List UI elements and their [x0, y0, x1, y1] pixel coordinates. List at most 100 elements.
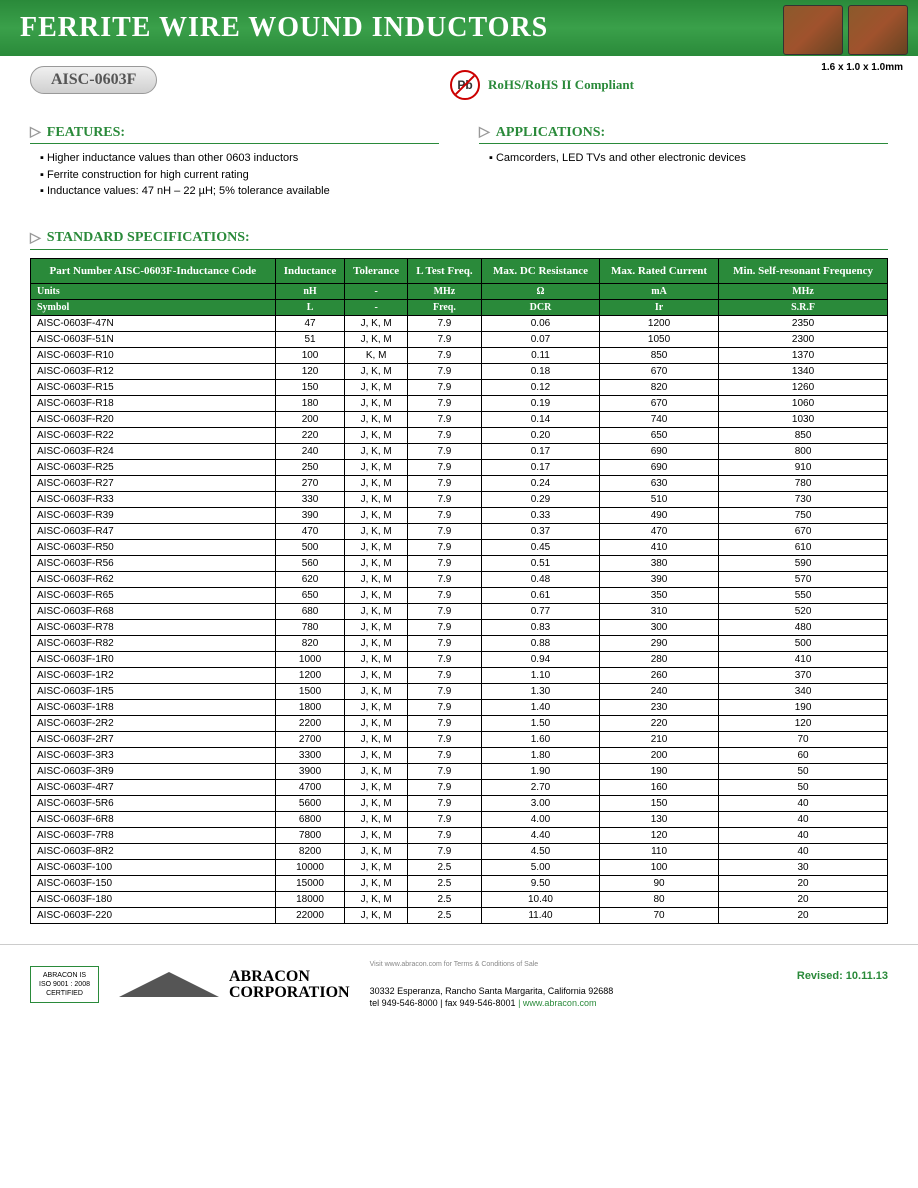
table-cell: 7.9 [407, 635, 481, 651]
table-cell: 820 [599, 379, 718, 395]
table-cell: 1500 [275, 683, 345, 699]
table-row: AISC-0603F-R47470J, K, M7.90.37470670 [31, 523, 888, 539]
table-cell: 7.9 [407, 555, 481, 571]
table-row: AISC-0603F-R39390J, K, M7.90.33490750 [31, 507, 888, 523]
table-cell: 1050 [599, 331, 718, 347]
table-cell: 7.9 [407, 395, 481, 411]
footer-contact: Visit www.abracon.com for Terms & Condit… [370, 960, 888, 1010]
table-cell: 260 [599, 667, 718, 683]
table-cell: 1800 [275, 699, 345, 715]
symbol-cell: - [345, 299, 407, 315]
table-cell: 100 [599, 859, 718, 875]
table-cell: 0.07 [481, 331, 599, 347]
table-row: AISC-0603F-51N51J, K, M7.90.0710502300 [31, 331, 888, 347]
table-cell: 390 [275, 507, 345, 523]
table-cell: 1.30 [481, 683, 599, 699]
unit-cell: MHz [407, 283, 481, 299]
table-cell: AISC-0603F-R62 [31, 571, 276, 587]
table-cell: 690 [599, 459, 718, 475]
features-heading: ▷ FEATURES: [30, 124, 439, 144]
table-cell: 7.9 [407, 443, 481, 459]
table-cell: 130 [599, 811, 718, 827]
table-cell: 10000 [275, 859, 345, 875]
table-cell: 7.9 [407, 603, 481, 619]
table-cell: 80 [599, 891, 718, 907]
table-cell: J, K, M [345, 715, 407, 731]
table-cell: J, K, M [345, 459, 407, 475]
features-list: Higher inductance values than other 0603… [30, 150, 439, 200]
table-cell: AISC-0603F-1R2 [31, 667, 276, 683]
table-cell: 2.70 [481, 779, 599, 795]
table-cell: 3300 [275, 747, 345, 763]
table-cell: AISC-0603F-51N [31, 331, 276, 347]
table-cell: 670 [599, 363, 718, 379]
company-name: CORPORATION [229, 985, 350, 1001]
table-row: AISC-0603F-R24240J, K, M7.90.17690800 [31, 443, 888, 459]
table-cell: 7.9 [407, 731, 481, 747]
page-title: FERRITE WIRE WOUND INDUCTORS [20, 12, 548, 43]
table-cell: 270 [275, 475, 345, 491]
table-row: AISC-0603F-2R22200J, K, M7.91.50220120 [31, 715, 888, 731]
table-cell: 70 [599, 907, 718, 923]
table-cell: J, K, M [345, 523, 407, 539]
table-cell: 7.9 [407, 651, 481, 667]
table-row: AISC-0603F-18018000J, K, M2.510.408020 [31, 891, 888, 907]
table-cell: 30 [719, 859, 888, 875]
table-row: AISC-0603F-6R86800J, K, M7.94.0013040 [31, 811, 888, 827]
footer-web: | www.abracon.com [518, 998, 596, 1008]
table-cell: 1.40 [481, 699, 599, 715]
table-cell: 110 [599, 843, 718, 859]
table-cell: 7.9 [407, 459, 481, 475]
table-row: AISC-0603F-15015000J, K, M2.59.509020 [31, 875, 888, 891]
page-footer: ABRACON IS ISO 9001 : 2008 CERTIFIED ABR… [0, 944, 918, 1025]
table-cell: 650 [599, 427, 718, 443]
table-cell: 280 [599, 651, 718, 667]
table-cell: 0.06 [481, 315, 599, 331]
table-row: AISC-0603F-22022000J, K, M2.511.407020 [31, 907, 888, 923]
table-cell: 470 [275, 523, 345, 539]
table-cell: AISC-0603F-R24 [31, 443, 276, 459]
table-cell: 800 [719, 443, 888, 459]
table-cell: J, K, M [345, 427, 407, 443]
cert-box: ABRACON IS ISO 9001 : 2008 CERTIFIED [30, 966, 99, 1003]
unit-cell: MHz [719, 283, 888, 299]
table-cell: 850 [719, 427, 888, 443]
table-cell: J, K, M [345, 587, 407, 603]
table-cell: 610 [719, 539, 888, 555]
table-cell: 5600 [275, 795, 345, 811]
table-cell: 780 [275, 619, 345, 635]
table-cell: J, K, M [345, 667, 407, 683]
table-cell: 160 [599, 779, 718, 795]
table-cell: AISC-0603F-4R7 [31, 779, 276, 795]
table-cell: J, K, M [345, 491, 407, 507]
applications-list: Camcorders, LED TVs and other electronic… [479, 150, 888, 167]
table-row: AISC-0603F-7R87800J, K, M7.94.4012040 [31, 827, 888, 843]
table-cell: J, K, M [345, 907, 407, 923]
table-cell: 6800 [275, 811, 345, 827]
footer-address: 30332 Esperanza, Rancho Santa Margarita,… [370, 985, 888, 998]
table-cell: 200 [599, 747, 718, 763]
table-cell: J, K, M [345, 539, 407, 555]
table-cell: J, K, M [345, 699, 407, 715]
table-cell: 7.9 [407, 331, 481, 347]
table-cell: AISC-0603F-R39 [31, 507, 276, 523]
symbol-cell: DCR [481, 299, 599, 315]
table-row: AISC-0603F-R20200J, K, M7.90.147401030 [31, 411, 888, 427]
table-cell: AISC-0603F-1R8 [31, 699, 276, 715]
table-cell: 330 [275, 491, 345, 507]
table-cell: AISC-0603F-R50 [31, 539, 276, 555]
table-cell: 7.9 [407, 779, 481, 795]
table-row: AISC-0603F-R25250J, K, M7.90.17690910 [31, 459, 888, 475]
table-cell: 480 [719, 619, 888, 635]
table-cell: 3.00 [481, 795, 599, 811]
table-cell: 2.5 [407, 859, 481, 875]
table-cell: 0.48 [481, 571, 599, 587]
table-cell: AISC-0603F-R82 [31, 635, 276, 651]
table-cell: 730 [719, 491, 888, 507]
table-cell: AISC-0603F-R12 [31, 363, 276, 379]
unit-cell: - [345, 283, 407, 299]
table-cell: 650 [275, 587, 345, 603]
applications-title: APPLICATIONS: [496, 125, 605, 141]
table-cell: J, K, M [345, 763, 407, 779]
arrow-icon: ▷ [479, 124, 490, 141]
